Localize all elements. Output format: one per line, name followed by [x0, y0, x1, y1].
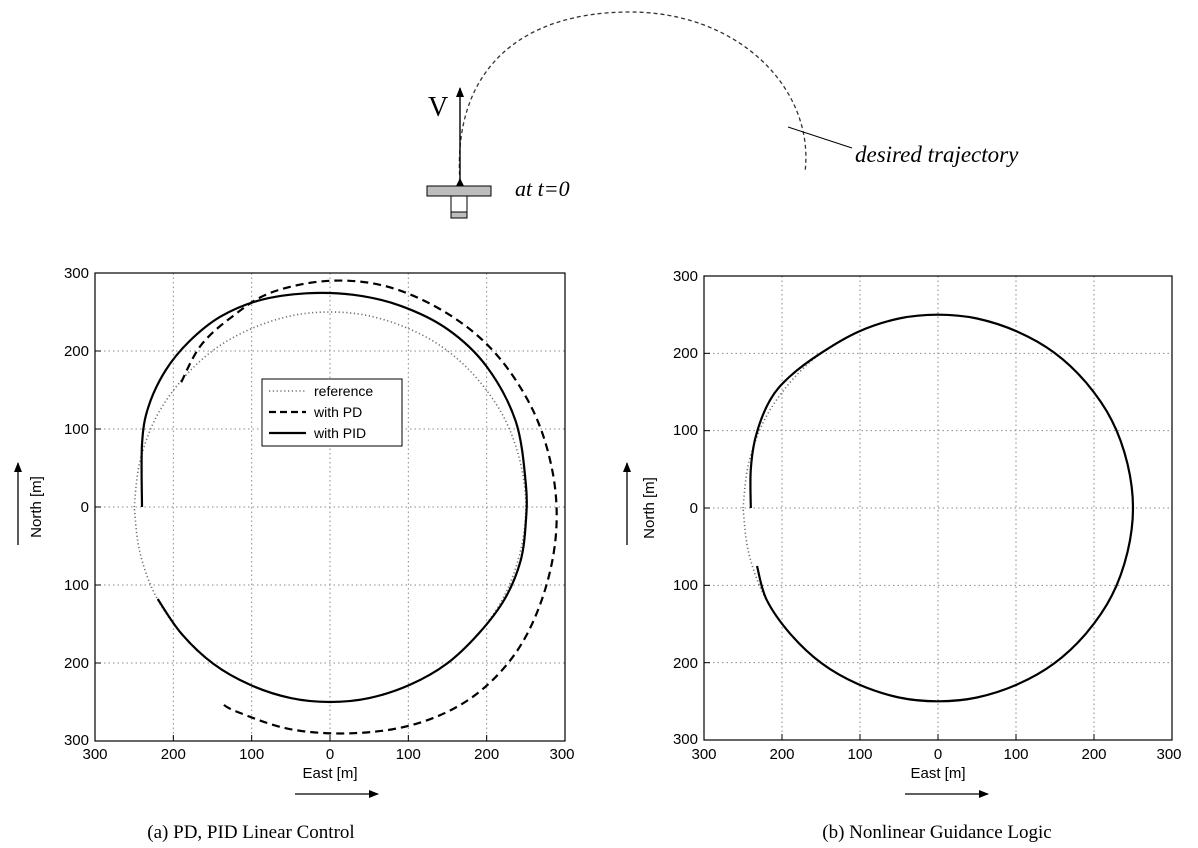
xtick-label: 100	[847, 746, 872, 763]
ticks-b	[703, 275, 1173, 741]
series-guidance	[749, 313, 1135, 703]
series-layer-a	[133, 279, 558, 735]
ytick-label: 300	[673, 731, 698, 748]
xtick-label: 100	[1003, 746, 1028, 763]
ytick-label: 200	[673, 655, 698, 672]
ytick-label: 100	[64, 421, 89, 438]
xtick-labels-b: 300 200 100 0 100 200 300	[691, 746, 1181, 763]
series-layer-b	[742, 313, 1135, 703]
ytick-label: 100	[673, 422, 698, 439]
xtick-label: 200	[474, 746, 499, 763]
xtick-labels-a: 300 200 100 0 100 200 300	[82, 746, 574, 763]
velocity-label: V	[428, 92, 448, 123]
xtick-label: 200	[1081, 746, 1106, 763]
legend-a: reference with PD with PID	[261, 378, 403, 447]
ytick-label: 200	[64, 655, 89, 672]
ytick-label: 300	[64, 265, 89, 282]
xtick-label: 100	[396, 746, 421, 763]
legend-label-pid: with PID	[313, 425, 366, 441]
x-axis-label-b: East [m]	[910, 765, 965, 782]
ytick-label: 300	[673, 268, 698, 285]
start-label: at t=0	[515, 176, 570, 201]
plot-a: 300 200 100 0 100 200 300 300 200 100 0 …	[14, 265, 575, 843]
y-axis-label-a: North [m]	[28, 476, 45, 538]
series-with-pd	[180, 279, 558, 735]
ytick-labels-b: 300 200 100 0 100 200 300	[673, 268, 698, 748]
y-axis-label-b: North [m]	[641, 477, 658, 539]
ytick-label: 300	[64, 732, 89, 749]
legend-label-pd: with PD	[313, 404, 362, 420]
aircraft-icon	[426, 178, 492, 219]
ytick-label: 200	[673, 345, 698, 362]
desired-trajectory-arc	[458, 11, 807, 183]
xtick-label: 300	[1156, 746, 1181, 763]
caption-a: (a) PD, PID Linear Control	[147, 822, 354, 843]
x-axis-label-a: East [m]	[302, 765, 357, 782]
ytick-label: 100	[64, 577, 89, 594]
grid-a	[95, 273, 565, 741]
ytick-label: 200	[64, 343, 89, 360]
trajectory-diagram: V at t=0 desired trajectory	[426, 11, 1019, 219]
xtick-label: 200	[161, 746, 186, 763]
xtick-label: 100	[239, 746, 264, 763]
plot-b: 300 200 100 0 100 200 300 300 200 100 0 …	[623, 268, 1182, 843]
xtick-label: 0	[326, 746, 334, 763]
ticks-a	[94, 272, 566, 742]
xtick-label: 300	[549, 746, 574, 763]
series-with-pid	[140, 291, 528, 704]
legend-label-reference: reference	[314, 383, 373, 399]
ytick-labels-a: 300 200 100 0 100 200 300	[64, 265, 89, 749]
ytick-label: 0	[690, 500, 698, 517]
ytick-label: 100	[673, 577, 698, 594]
ytick-label: 0	[81, 499, 89, 516]
xtick-label: 300	[82, 746, 107, 763]
xtick-label: 0	[934, 746, 942, 763]
trajectory-label-leader	[787, 126, 853, 149]
xtick-label: 300	[691, 746, 716, 763]
caption-b: (b) Nonlinear Guidance Logic	[822, 822, 1052, 843]
xtick-label: 200	[769, 746, 794, 763]
trajectory-label: desired trajectory	[855, 142, 1019, 167]
grid-b	[704, 276, 1172, 740]
